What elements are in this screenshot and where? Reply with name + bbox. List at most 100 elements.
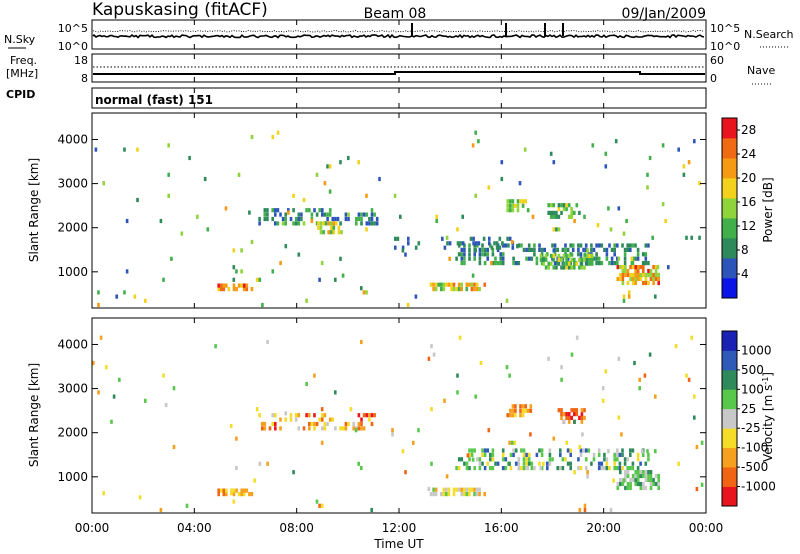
- scatter-cell: [456, 227, 459, 232]
- scatter-cell: [334, 216, 337, 222]
- scatter-cell: [516, 244, 519, 249]
- scatter-cell: [527, 247, 531, 252]
- scatter-cell: [460, 247, 464, 252]
- scatter-cell: [588, 261, 591, 266]
- scatter-cell: [644, 470, 648, 475]
- y-tick-label: 4000: [57, 132, 88, 146]
- site-title: Kapuskasing (fitACF): [92, 0, 268, 20]
- scatter-cell: [99, 335, 103, 340]
- scatter-cell: [354, 428, 358, 433]
- scatter-cell: [657, 477, 660, 483]
- scatter-cell: [613, 452, 616, 457]
- scatter-cell: [365, 413, 369, 418]
- scatter-cell: [370, 212, 374, 217]
- scatter-cell: [595, 243, 598, 248]
- colorbar-swatch: [722, 428, 737, 449]
- scatter-cell: [362, 413, 366, 418]
- scatter-cell: [297, 212, 301, 217]
- scatter-cell: [617, 356, 621, 361]
- scatter-cell: [368, 417, 371, 422]
- scatter-cell: [478, 287, 481, 292]
- scatter-cell: [570, 210, 573, 215]
- scatter-cell: [559, 452, 562, 457]
- scatter-cell: [586, 470, 589, 475]
- scatter-cell: [302, 197, 306, 203]
- scatter-cell: [452, 492, 456, 497]
- scatter-cell: [167, 193, 170, 198]
- scatter-cell: [639, 473, 643, 479]
- scatter-cell: [639, 276, 643, 282]
- scatter-cell: [583, 252, 587, 257]
- scatter-cell: [621, 243, 624, 248]
- colorbar-swatch: [722, 408, 737, 429]
- scatter-cell: [97, 302, 100, 308]
- scatter-cell: [274, 208, 277, 213]
- freq-trace: [93, 71, 705, 75]
- scatter-cell: [305, 298, 308, 303]
- scatter-cell: [583, 408, 586, 413]
- scatter-cell: [543, 247, 546, 252]
- scatter-cell: [439, 492, 443, 497]
- scatter-cell: [605, 461, 609, 466]
- scatter-cell: [284, 212, 287, 217]
- colorbar-tick-label: -100: [741, 441, 768, 455]
- scatter-cell: [352, 421, 355, 427]
- x-tick-label: 16:00: [484, 521, 519, 535]
- scatter-cell: [527, 457, 531, 462]
- scatter-cell: [315, 212, 319, 217]
- scatter-cell: [315, 221, 319, 226]
- velocity-panel-frame: [91, 317, 707, 514]
- scatter-cell: [570, 408, 573, 413]
- scatter-cell: [540, 247, 544, 252]
- scatter-cell: [365, 227, 368, 232]
- scatter-cell: [566, 247, 570, 252]
- scatter-cell: [516, 208, 520, 213]
- scatter-cell: [661, 202, 665, 207]
- scatter-cell: [642, 272, 645, 278]
- scatter-cell: [478, 487, 481, 492]
- scatter-cell: [619, 470, 622, 475]
- scatter-cell: [636, 481, 640, 487]
- scatter-cell: [442, 492, 446, 497]
- scatter-cell: [310, 218, 314, 224]
- colorbar-swatch: [722, 218, 737, 239]
- scatter-cell: [690, 235, 693, 240]
- scatter-cell: [362, 426, 366, 431]
- scatter-cell: [626, 272, 630, 278]
- scatter-cell: [460, 492, 463, 497]
- scatter-cell: [476, 243, 479, 248]
- scatter-cell: [682, 164, 686, 169]
- scatter-cell: [470, 452, 474, 457]
- scatter-cell: [475, 241, 478, 246]
- scatter-cell: [511, 199, 515, 204]
- scatter-cell: [575, 335, 579, 340]
- scatter-cell: [626, 481, 630, 487]
- scatter-cell: [636, 265, 640, 270]
- scatter-cell: [300, 216, 303, 222]
- scatter-cell: [496, 461, 500, 466]
- scatter-cell: [644, 461, 648, 466]
- scatter-cell: [511, 408, 515, 413]
- scatter-cell: [172, 386, 176, 391]
- scatter-cell: [616, 457, 619, 462]
- scatter-cell: [294, 417, 298, 422]
- scatter-cell: [489, 452, 492, 457]
- scatter-cell: [125, 218, 129, 224]
- scatter-cell: [525, 457, 528, 462]
- scatter-cell: [624, 477, 627, 483]
- scatter-cell: [284, 221, 287, 226]
- scatter-cell: [567, 253, 571, 258]
- scatter-cell: [667, 265, 670, 270]
- scatter-cell: [370, 413, 374, 418]
- scatter-cell: [429, 492, 433, 497]
- scatter-cell: [133, 294, 137, 299]
- scatter-cell: [526, 208, 530, 213]
- scatter-cell: [274, 221, 277, 226]
- scatter-cell: [276, 208, 280, 213]
- scatter-cell: [567, 412, 571, 417]
- colorbar-swatch: [722, 158, 737, 179]
- scatter-cell: [552, 160, 556, 165]
- scatter-cell: [542, 257, 545, 262]
- scatter-cell: [292, 221, 295, 226]
- scatter-cell: [549, 203, 553, 208]
